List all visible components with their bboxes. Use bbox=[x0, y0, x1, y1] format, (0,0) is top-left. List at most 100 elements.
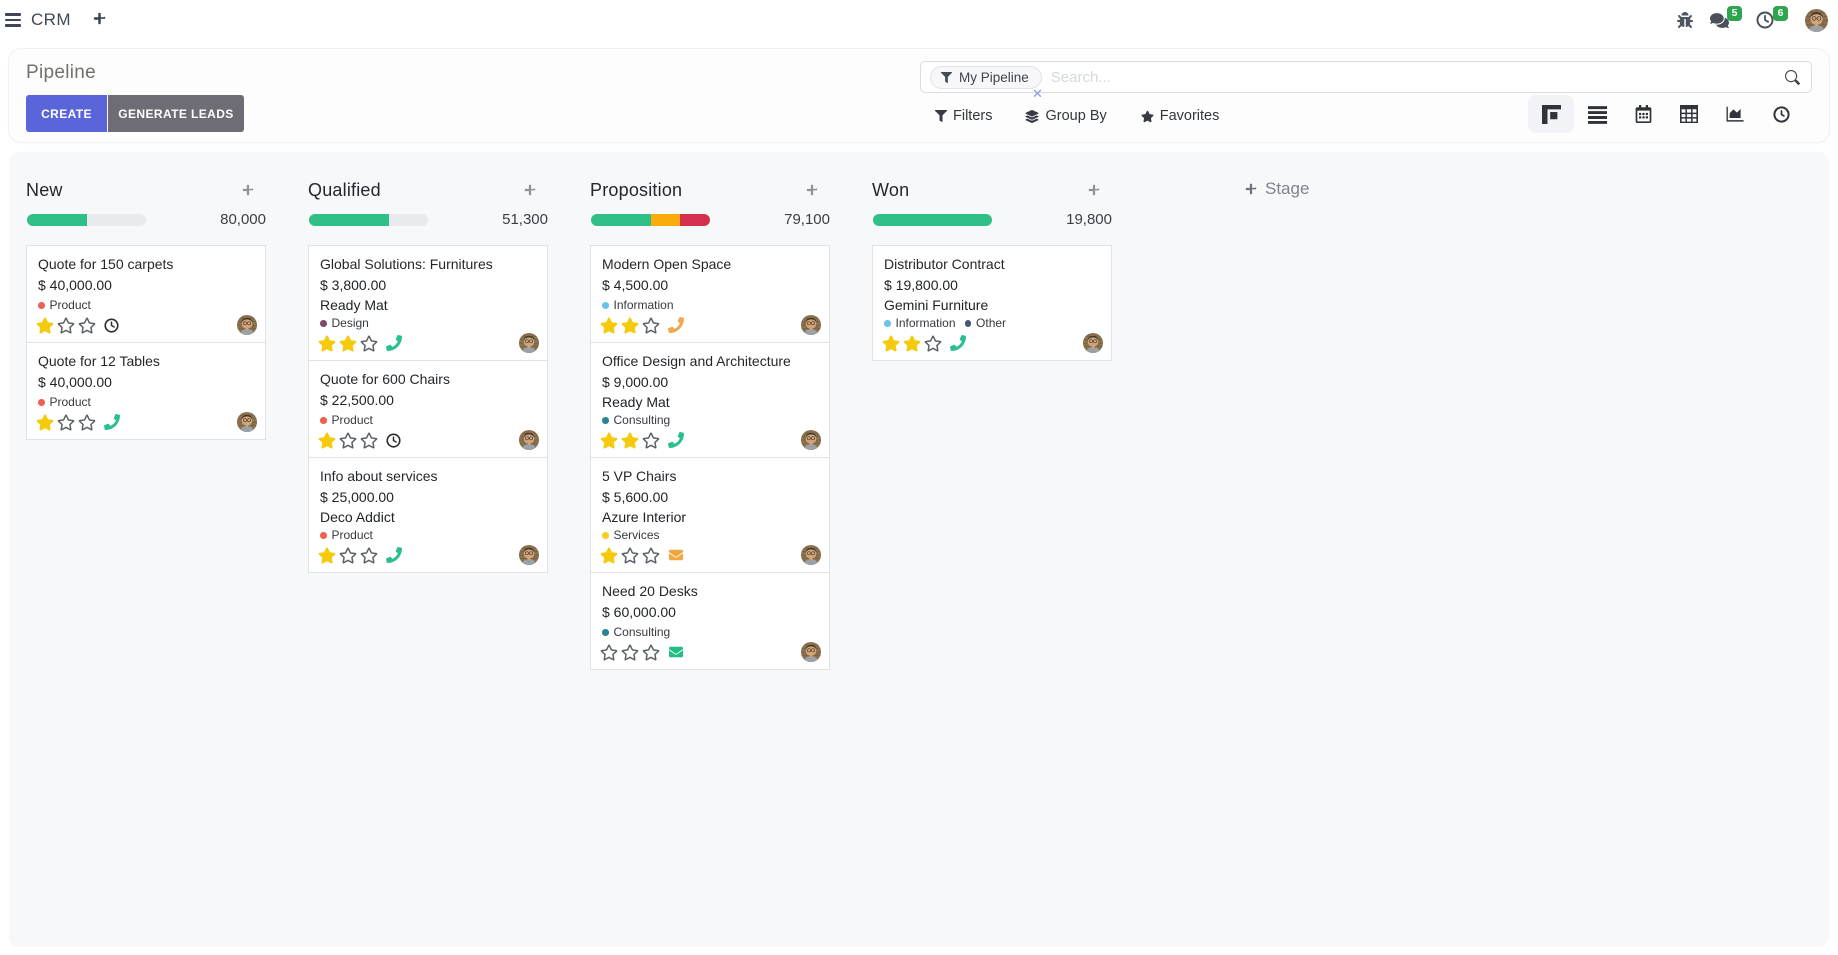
column-quick-create-icon[interactable] bbox=[806, 184, 818, 196]
priority-star-on[interactable] bbox=[35, 316, 54, 334]
priority-star-off[interactable] bbox=[923, 334, 942, 352]
column-quick-create-icon[interactable] bbox=[1088, 184, 1100, 196]
priority-star-off[interactable] bbox=[56, 413, 75, 431]
favorites-menu[interactable]: Favorites bbox=[1141, 108, 1220, 124]
user-avatar[interactable] bbox=[1805, 9, 1828, 32]
priority-star-on[interactable] bbox=[902, 334, 921, 352]
messages-menu[interactable]: 5 bbox=[1710, 0, 1742, 40]
activity-clock-icon[interactable] bbox=[386, 433, 401, 448]
kanban-card[interactable]: Office Design and Architecture $ 9,000.00… bbox=[590, 342, 830, 458]
salesperson-avatar[interactable] bbox=[1083, 333, 1103, 353]
facet-remove-icon[interactable]: ✕ bbox=[1032, 85, 1043, 101]
priority-star-off[interactable] bbox=[338, 546, 357, 564]
priority-star-off[interactable] bbox=[641, 546, 660, 564]
search-input[interactable] bbox=[1050, 68, 1785, 86]
pivot-view-button[interactable] bbox=[1666, 95, 1712, 133]
priority-star-on[interactable] bbox=[338, 334, 357, 352]
priority-star-on[interactable] bbox=[317, 546, 336, 564]
activity-phone-icon[interactable] bbox=[950, 335, 966, 351]
priority-star-off[interactable] bbox=[620, 546, 639, 564]
graph-view-button[interactable] bbox=[1712, 95, 1758, 133]
priority-star-on[interactable] bbox=[35, 413, 54, 431]
add-stage-plus-icon bbox=[1245, 183, 1257, 195]
activity-phone-icon[interactable] bbox=[668, 432, 684, 448]
column-title: Proposition bbox=[590, 179, 683, 200]
activity-view-button[interactable] bbox=[1758, 95, 1804, 133]
priority-star-on[interactable] bbox=[620, 316, 639, 334]
navbar-plus-icon[interactable] bbox=[93, 12, 107, 29]
column-quick-create-icon[interactable] bbox=[242, 184, 254, 196]
tag-label: Product bbox=[331, 413, 373, 427]
column-progressbar[interactable] bbox=[309, 214, 428, 226]
priority-star-off[interactable] bbox=[599, 643, 618, 661]
kanban-card[interactable]: Quote for 150 carpets $ 40,000.00 Product bbox=[26, 245, 266, 343]
priority-star-on[interactable] bbox=[317, 334, 336, 352]
activity-phone-icon[interactable] bbox=[386, 335, 402, 351]
calendar-view-button[interactable] bbox=[1620, 95, 1666, 133]
salesperson-avatar[interactable] bbox=[801, 545, 821, 565]
salesperson-avatar[interactable] bbox=[801, 430, 821, 450]
create-button[interactable]: CREATE bbox=[26, 95, 107, 132]
priority-star-off[interactable] bbox=[620, 643, 639, 661]
priority-star-on[interactable] bbox=[599, 316, 618, 334]
column-quick-create-icon[interactable] bbox=[524, 184, 536, 196]
control-panel: Pipeline CREATE GENERATE LEADS My Pipeli… bbox=[9, 49, 1829, 142]
priority-star-on[interactable] bbox=[599, 431, 618, 449]
list-view-button[interactable] bbox=[1574, 95, 1620, 133]
activity-clock-icon[interactable] bbox=[104, 318, 119, 333]
tag-color-dot bbox=[320, 417, 327, 424]
priority-star-off[interactable] bbox=[77, 413, 96, 431]
activity-envelope-icon[interactable] bbox=[668, 548, 684, 562]
salesperson-avatar[interactable] bbox=[237, 412, 257, 432]
priority-star-on[interactable] bbox=[317, 431, 336, 449]
kanban-card[interactable]: Quote for 600 Chairs $ 22,500.00 Product bbox=[308, 360, 548, 458]
priority-star-on[interactable] bbox=[599, 546, 618, 564]
kanban-card[interactable]: Modern Open Space $ 4,500.00 Information bbox=[590, 245, 830, 343]
priority-star-off[interactable] bbox=[359, 546, 378, 564]
salesperson-avatar[interactable] bbox=[519, 333, 539, 353]
activity-phone-icon[interactable] bbox=[104, 414, 120, 430]
column-progressbar[interactable] bbox=[591, 214, 710, 226]
debug-bug-icon[interactable] bbox=[1677, 0, 1693, 40]
card-title: Quote for 600 Chairs bbox=[320, 371, 450, 387]
activity-phone-icon[interactable] bbox=[668, 317, 684, 333]
kanban-view-button[interactable] bbox=[1528, 95, 1574, 133]
priority-star-on[interactable] bbox=[881, 334, 900, 352]
add-stage-button[interactable]: Stage bbox=[1245, 179, 1309, 199]
kanban-card[interactable]: Quote for 12 Tables $ 40,000.00 Product bbox=[26, 342, 266, 440]
kanban-card[interactable]: Info about services $ 25,000.00 Deco Addic… bbox=[308, 457, 548, 573]
card-expected-revenue: $ 9,000.00 bbox=[602, 374, 669, 390]
priority-star-off[interactable] bbox=[641, 431, 660, 449]
priority-star-off[interactable] bbox=[338, 431, 357, 449]
salesperson-avatar[interactable] bbox=[801, 315, 821, 335]
kanban-card[interactable]: Distributor Contract $ 19,800.00 Gemini Fu… bbox=[872, 245, 1112, 361]
priority-star-off[interactable] bbox=[359, 431, 378, 449]
column-progressbar[interactable] bbox=[873, 214, 992, 226]
salesperson-avatar[interactable] bbox=[237, 315, 257, 335]
app-name[interactable]: CRM bbox=[31, 10, 71, 29]
search-icon[interactable] bbox=[1785, 70, 1800, 85]
priority-star-off[interactable] bbox=[641, 316, 660, 334]
activities-menu[interactable]: 6 bbox=[1756, 0, 1788, 40]
filters-menu[interactable]: Filters bbox=[935, 108, 992, 124]
activity-envelope-icon[interactable] bbox=[668, 645, 684, 659]
priority-star-on[interactable] bbox=[620, 431, 639, 449]
priority-star-off[interactable] bbox=[359, 334, 378, 352]
salesperson-avatar[interactable] bbox=[519, 545, 539, 565]
card-expected-revenue: $ 3,800.00 bbox=[320, 277, 387, 293]
group-by-menu[interactable]: Group By bbox=[1025, 108, 1107, 124]
favorites-label: Favorites bbox=[1159, 108, 1220, 124]
kanban-card[interactable]: 5 VP Chairs $ 5,600.00 Azure Interior Servi… bbox=[590, 457, 830, 573]
priority-star-off[interactable] bbox=[641, 643, 660, 661]
apps-menu-icon[interactable] bbox=[5, 13, 21, 27]
salesperson-avatar[interactable] bbox=[801, 642, 821, 662]
kanban-card[interactable]: Global Solutions: Furnitures $ 3,800.00 Re… bbox=[308, 245, 548, 361]
search-facet-my-pipeline[interactable]: My Pipeline ✕ bbox=[930, 65, 1043, 101]
generate-leads-button[interactable]: GENERATE LEADS bbox=[108, 95, 244, 132]
column-progressbar[interactable] bbox=[27, 214, 146, 226]
salesperson-avatar[interactable] bbox=[519, 430, 539, 450]
activity-phone-icon[interactable] bbox=[386, 547, 402, 563]
kanban-card[interactable]: Need 20 Desks $ 60,000.00 Consulting bbox=[590, 572, 830, 670]
priority-star-off[interactable] bbox=[56, 316, 75, 334]
priority-star-off[interactable] bbox=[77, 316, 96, 334]
